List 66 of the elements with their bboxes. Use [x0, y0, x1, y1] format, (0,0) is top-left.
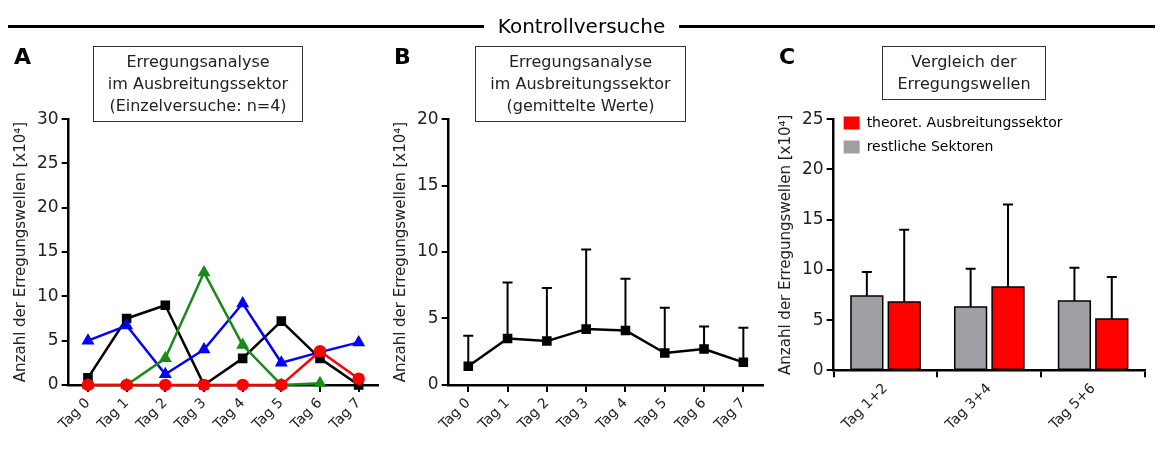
x-tick-label: Tag 5 [631, 394, 670, 433]
chart-title: Erregungsanalyse im Ausbreitungssektor (gemittelte Werte) [475, 46, 686, 122]
x-tick-label: Tag 3 [170, 394, 209, 433]
point [237, 297, 249, 308]
x-tick-label: Tag 4 [591, 394, 631, 433]
y-tick-label: 25 [36, 151, 59, 172]
x-tick-label: Tag 2 [131, 394, 171, 433]
point [463, 361, 474, 372]
y-tick-label: 5 [47, 329, 59, 350]
point [542, 336, 552, 346]
x-tick-label: Tag 2 [513, 394, 552, 433]
y-tick-label: 0 [812, 358, 824, 379]
y-tick-label: 20 [36, 196, 59, 217]
y-tick-label: 0 [47, 373, 59, 394]
point [314, 376, 326, 387]
text: Kontrollversuche [496, 14, 667, 38]
y-tick-label: 0 [427, 373, 439, 394]
chart-title: Vergleich der Erregungswellen [882, 46, 1046, 100]
y-tick-label: 20 [801, 157, 824, 178]
y-axis-title: Anzahl der Erregungswellen [x10⁴] [390, 121, 409, 383]
x-tick-label: Tag 3 [552, 394, 591, 433]
point [581, 324, 591, 334]
text: A [14, 44, 32, 69]
y-tick-label: 10 [801, 258, 824, 279]
y-tick-label: 5 [427, 306, 439, 327]
point [276, 316, 287, 326]
x-tick-label: Tag 6 [670, 394, 709, 433]
y-tick-label: 30 [36, 107, 59, 128]
point [160, 300, 171, 310]
x-tick-label: Tag 7 [325, 394, 364, 433]
text: B [394, 44, 411, 69]
point [236, 378, 249, 392]
x-tick-label: Tag 5 [247, 394, 287, 433]
y-axis-title: Anzahl der Erregungswellen [x10⁴] [10, 121, 29, 383]
y-tick-label: 15 [416, 174, 439, 195]
legend-label: restliche Sektoren [866, 137, 994, 154]
x-tick-label: Tag 1 [93, 394, 132, 433]
y-tick-label: 20 [416, 107, 439, 128]
point [699, 344, 709, 354]
y-tick-label: 5 [812, 308, 824, 329]
point [198, 343, 210, 354]
x-tick-label: Tag 7 [709, 394, 749, 433]
x-tick-label: Tag 6 [286, 394, 325, 433]
y-axis-title: Anzahl der Erregungswellen [x10⁴] [775, 114, 794, 375]
y-tick-label: 25 [801, 107, 824, 128]
x-tick-label: Tag 0 [434, 394, 473, 433]
y-tick-label: 10 [36, 284, 59, 305]
point [275, 356, 287, 367]
x-tick-label: Tag 1 [474, 394, 513, 433]
point [353, 336, 365, 347]
point [237, 353, 248, 364]
y-tick-label: 15 [36, 240, 59, 261]
point [659, 348, 670, 358]
point [352, 372, 365, 385]
x-tick-label: Tag 0 [54, 394, 93, 433]
x-tick-label: Tag 4 [209, 394, 248, 433]
chart-title: Erregungsanalyse im Ausbreitungssektor (Einzelversuche: n=4) [92, 46, 304, 122]
legend-label: theoret. Ausbreitungssektor [866, 113, 1063, 130]
point [82, 334, 94, 345]
point [121, 319, 133, 330]
point [159, 378, 172, 392]
y-tick-label: 10 [416, 240, 439, 261]
point [237, 338, 249, 349]
y-tick-label: 15 [801, 208, 824, 229]
text: C [779, 44, 796, 69]
point [198, 266, 210, 277]
